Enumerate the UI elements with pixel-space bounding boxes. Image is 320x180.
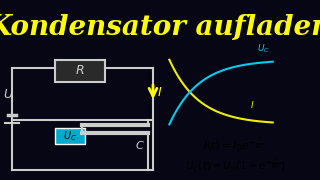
Text: $I$: $I$ xyxy=(250,99,254,110)
Text: Kondensator aufladen: Kondensator aufladen xyxy=(0,15,320,42)
Text: $U_C$: $U_C$ xyxy=(257,43,270,55)
Text: $U_C(t) = U_0(1 - e^{-\frac{t}{RC}})$: $U_C(t) = U_0(1 - e^{-\frac{t}{RC}})$ xyxy=(185,157,285,174)
Text: $U$: $U$ xyxy=(3,87,14,100)
Text: $R$: $R$ xyxy=(75,64,85,78)
FancyBboxPatch shape xyxy=(55,128,85,144)
Text: $U_C$: $U_C$ xyxy=(63,129,77,143)
Bar xyxy=(55,60,105,82)
Text: $I(t) = I_0 e^{-\frac{t}{RC}}$: $I(t) = I_0 e^{-\frac{t}{RC}}$ xyxy=(203,137,265,154)
Text: $I$: $I$ xyxy=(157,86,162,98)
Text: $C$: $C$ xyxy=(135,139,145,151)
